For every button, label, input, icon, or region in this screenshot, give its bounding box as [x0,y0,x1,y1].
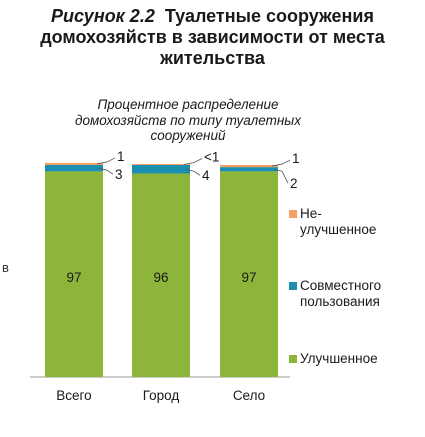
leader-line-nonimproved-2 [183,158,203,165]
chart-subtitle: Процентное распределение домохозяйств по… [75,97,301,143]
legend-swatch-3 [289,355,297,363]
bar-segment-2-3 [220,167,278,172]
leader-line-shared-3 [273,168,289,184]
legend-swatch-2 [289,282,297,290]
bar-segment-3-3 [220,165,278,168]
x-tick-label-1: Всего [56,388,91,403]
cropped-edge-text: в [2,260,9,275]
bar-segment-1-3 [220,171,278,377]
data-label-nonimproved-3: 1 [292,151,300,166]
data-label-shared-3: 2 [290,176,298,191]
data-label-shared-2: 4 [202,168,210,183]
data-label-nonimproved-2: <1 [204,149,219,164]
figure-title: Рисунок 2.2 Туалетные сооружения домохоз… [0,6,425,69]
figure-title-text: Туалетные сооружения домохозяйств в зави… [40,6,385,68]
legend-swatch-1 [289,210,297,218]
bar-segment-3-2 [132,163,190,165]
data-label-improved-1: 97 [66,270,81,285]
legend-label-3: Улучшенное [300,351,378,366]
data-label-nonimproved-1: 1 [117,149,125,164]
legend-label-1: Не-улучшенное [300,206,376,237]
data-label-improved-3: 97 [241,270,256,285]
bar-segment-1-1 [45,171,103,377]
x-tick-label-2: Город [143,388,180,403]
bar-segment-2-1 [45,165,103,172]
bar-segment-3-1 [45,162,103,165]
legend-label-2: Совместного пользования [300,278,381,309]
bar-segment-1-2 [132,173,190,377]
figure-number: Рисунок 2.2 [51,6,155,26]
data-label-shared-1: 3 [115,167,123,182]
data-label-improved-2: 96 [153,270,168,285]
bar-segment-2-2 [132,165,190,174]
leader-line-nonimproved-3 [271,159,291,167]
leader-line-shared-1 [98,167,114,175]
leader-line-nonimproved-1 [96,157,116,165]
x-tick-label-3: Село [233,388,265,403]
leader-line-shared-2 [185,168,201,176]
